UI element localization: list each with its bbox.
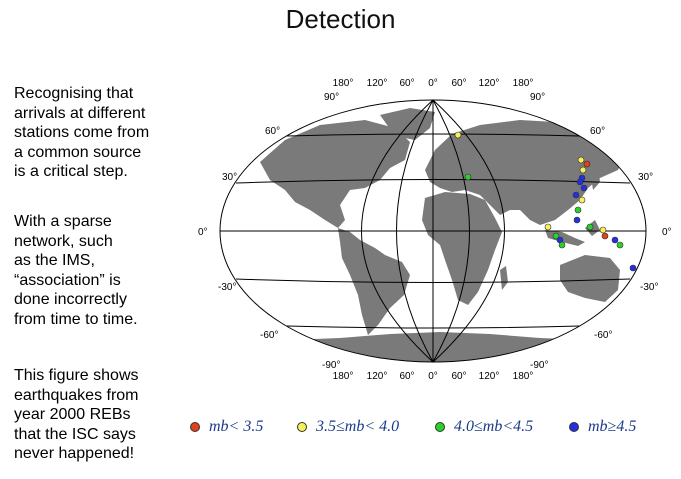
earthquake-event-marker xyxy=(578,196,586,204)
legend-item: 3.5≤mb< 4.0 xyxy=(297,418,399,436)
text-paragraph-figure-description: This figure shows earthquakes from year … xyxy=(14,367,139,462)
legend-blue-dot xyxy=(569,422,579,432)
earthquake-event-marker xyxy=(574,206,582,214)
legend-label: mb≥4.5 xyxy=(588,418,637,435)
lat-label-left: 90° xyxy=(324,92,339,103)
earthquake-event-marker xyxy=(464,173,472,181)
lat-label-right: -30° xyxy=(640,282,658,293)
legend-item: mb< 3.5 xyxy=(190,418,263,436)
earthquake-event-marker xyxy=(552,232,560,240)
lat-label-left: -30° xyxy=(218,282,236,293)
lon-label-top: 120° xyxy=(367,78,388,89)
world-map-figure: 180° 120° 60° 0° 60° 120° 180° 180° 120° 60° 0° 60°… xyxy=(190,70,680,382)
earthquake-event-marker xyxy=(544,223,552,231)
legend-item: 4.0≤mb<4.5 xyxy=(435,418,533,436)
earthquake-event-marker xyxy=(629,264,637,272)
earthquake-event-marker xyxy=(558,241,566,249)
lon-label-bottom: 0° xyxy=(428,371,438,380)
graticule xyxy=(219,99,647,363)
lon-label-top: 120° xyxy=(479,78,500,89)
lat-label-left: 30° xyxy=(222,172,237,183)
earthquake-event-marker xyxy=(611,236,619,244)
lat-label-left: -60° xyxy=(260,330,278,341)
lon-label-bottom: 120° xyxy=(479,371,500,380)
lat-label-left: -90° xyxy=(322,360,340,371)
legend-yellow-dot xyxy=(297,422,307,432)
lat-label-left: 0° xyxy=(198,227,208,238)
slide-title: Detection xyxy=(285,4,396,34)
lon-label-top: 180° xyxy=(333,78,354,89)
lon-label-bottom: 120° xyxy=(367,371,388,380)
earthquake-event-marker xyxy=(583,160,591,168)
lon-label-top: 60° xyxy=(451,78,466,89)
earthquake-event-marker xyxy=(572,191,580,199)
magnitude-legend: mb< 3.5 3.5≤mb< 4.0 4.0≤mb<4.5 mb≥4.5 xyxy=(185,418,680,448)
lon-label-top: 60° xyxy=(399,78,414,89)
lat-label-right: 90° xyxy=(530,92,545,103)
lat-label-right: 60° xyxy=(590,126,605,137)
lon-label-bottom: 180° xyxy=(513,371,534,380)
legend-label: 3.5≤mb< 4.0 xyxy=(316,418,400,435)
lat-label-right: 0° xyxy=(662,227,672,238)
lon-label-bottom: 180° xyxy=(333,371,354,380)
earthquake-event-marker xyxy=(601,232,609,240)
text-paragraph-sparse-network: With a sparse network, such as the IMS, … xyxy=(14,213,138,328)
earthquake-event-marker xyxy=(586,223,594,231)
earthquake-event-marker xyxy=(576,178,584,186)
lon-label-top: 0° xyxy=(428,78,438,89)
legend-red-dot xyxy=(190,422,200,432)
text-paragraph-association: Recognising that arrivals at different s… xyxy=(14,85,150,180)
lon-label-top: 180° xyxy=(513,78,534,89)
lat-label-right: 30° xyxy=(638,172,653,183)
lon-label-bottom: 60° xyxy=(451,371,466,380)
earthquake-event-marker xyxy=(599,226,607,234)
earthquake-event-marker xyxy=(616,241,624,249)
legend-label: 4.0≤mb<4.5 xyxy=(454,418,534,435)
earthquake-event-marker xyxy=(577,156,585,164)
lat-label-right: -60° xyxy=(594,330,612,341)
earthquake-event-marker xyxy=(454,131,462,139)
lon-label-bottom: 60° xyxy=(399,371,414,380)
lat-label-right: -90° xyxy=(530,360,548,371)
legend-label: mb< 3.5 xyxy=(209,418,264,435)
legend-item: mb≥4.5 xyxy=(569,418,636,436)
landmasses xyxy=(250,108,636,362)
earthquake-event-marker xyxy=(580,184,588,192)
legend-green-dot xyxy=(435,422,445,432)
lat-label-left: 60° xyxy=(265,126,280,137)
earthquake-event-marker xyxy=(579,166,587,174)
earthquake-event-marker xyxy=(573,216,581,224)
